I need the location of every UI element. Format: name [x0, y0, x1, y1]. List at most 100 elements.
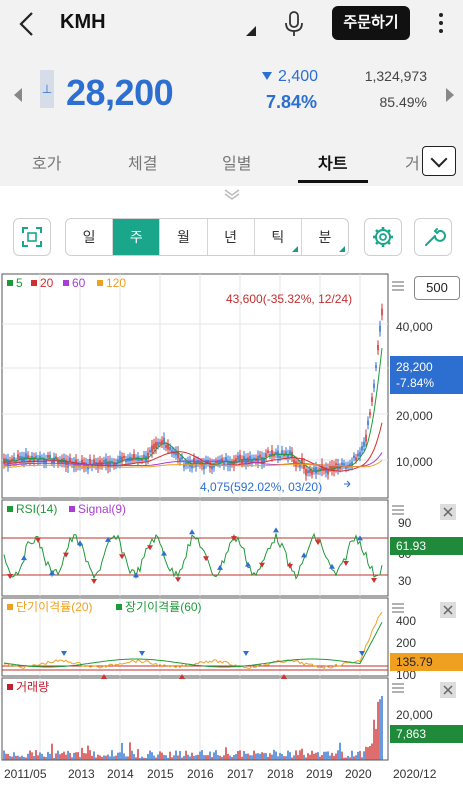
candle — [349, 463, 351, 467]
rsi-sell-marker — [329, 563, 335, 569]
next-stock-arrow-icon[interactable] — [446, 88, 454, 102]
volume-bar — [185, 750, 187, 760]
rsi-sell-marker — [49, 569, 55, 575]
volume-bar — [153, 755, 155, 760]
candle — [181, 456, 183, 460]
volume-bar — [145, 757, 147, 760]
candle — [307, 470, 309, 474]
chevron-down-icon[interactable] — [422, 146, 456, 176]
candle — [79, 464, 81, 468]
trade-volume: 1,324,973 — [364, 68, 427, 84]
candle — [71, 461, 73, 465]
rsi-buy-marker — [259, 562, 265, 568]
volume-bar — [349, 757, 351, 760]
volume-bar — [307, 753, 309, 760]
tab-trades[interactable]: 체결 — [128, 156, 158, 173]
chart-settings-button[interactable] — [364, 218, 402, 256]
candle — [175, 450, 177, 456]
close-icon — [443, 605, 453, 615]
period-minute[interactable]: 분 — [302, 219, 348, 255]
candle-count-box[interactable]: 500 — [414, 276, 460, 300]
fullscreen-button[interactable] — [13, 218, 51, 256]
volume-bar — [173, 755, 175, 760]
ma20-line — [3, 422, 383, 472]
prev-stock-arrow-icon[interactable] — [14, 88, 22, 102]
candle — [177, 451, 179, 459]
volume-bar — [233, 755, 235, 760]
candle — [191, 463, 193, 469]
volume-bar — [343, 757, 345, 760]
order-button[interactable]: 주문하기 — [332, 6, 410, 40]
candle — [355, 457, 357, 461]
candle — [23, 456, 25, 463]
candle — [229, 461, 231, 467]
candle — [253, 457, 255, 461]
disparity-panel[interactable] — [1, 597, 389, 677]
period-week[interactable]: 주 — [113, 219, 161, 255]
period-year[interactable]: 년 — [208, 219, 255, 255]
period-tick[interactable]: 틱 — [255, 219, 302, 255]
period-month[interactable]: 월 — [160, 219, 208, 255]
volume-bar — [59, 754, 61, 760]
volume-bar — [79, 757, 81, 760]
drawing-tools-button[interactable] — [414, 218, 452, 256]
volume-bar — [259, 753, 261, 760]
candle — [187, 460, 189, 465]
candle — [141, 458, 143, 461]
chevron-left-icon[interactable] — [14, 10, 40, 38]
candle — [293, 459, 295, 464]
volume-bar — [49, 753, 51, 760]
candle — [55, 456, 57, 459]
candle — [43, 457, 45, 464]
candle — [281, 450, 283, 456]
volume-bar — [187, 754, 189, 760]
volume-bar — [267, 756, 269, 760]
volume-bar — [331, 752, 333, 760]
candle — [315, 467, 317, 474]
rsi-buy-marker — [175, 577, 181, 583]
detail-tabs: 호가 체결 일별 차트 거 — [0, 136, 463, 186]
volume-bar — [167, 757, 169, 760]
volume-bar — [161, 752, 163, 760]
candle — [47, 455, 49, 458]
volume-bar — [369, 745, 371, 760]
candle — [329, 464, 331, 469]
candle — [319, 467, 321, 472]
tab-more-partial[interactable]: 거 — [405, 156, 420, 173]
rsi-sell-marker — [245, 561, 251, 567]
collapse-chevron-icon[interactable] — [222, 188, 242, 200]
microphone-icon[interactable] — [282, 10, 306, 38]
volume-bar — [53, 757, 55, 760]
tab-orderbook[interactable]: 호가 — [32, 156, 62, 173]
candle — [155, 441, 157, 449]
volume-panel[interactable] — [1, 677, 389, 761]
volume-bar — [221, 756, 223, 760]
candle — [35, 455, 37, 459]
triangle-dropdown-icon[interactable] — [246, 26, 256, 36]
volume-bar — [143, 757, 145, 760]
volume-bar — [345, 757, 347, 760]
period-day[interactable]: 일 — [66, 219, 114, 255]
volume-bar — [205, 755, 207, 760]
candle — [13, 457, 15, 462]
tab-daily[interactable]: 일별 — [222, 156, 252, 173]
candle — [241, 459, 243, 464]
candle — [369, 412, 371, 415]
more-vertical-icon[interactable] — [436, 10, 446, 38]
volume-bar — [51, 743, 53, 760]
volume-bar — [135, 757, 137, 760]
candle — [331, 464, 333, 471]
quote-summary: ⊥ 28,200 2,400 7.84% 1,324,973 85.49% — [0, 50, 463, 136]
volume-bar — [45, 756, 47, 760]
volume-bar — [159, 751, 161, 760]
volume-bar — [337, 750, 339, 760]
volume-bar — [183, 755, 185, 760]
candle — [167, 443, 169, 450]
stock-chart[interactable]: 5 20 60 120 43,600(-35.32%, 12/24) 4,075… — [0, 272, 463, 786]
candle — [157, 442, 159, 446]
volume-bar — [317, 752, 319, 760]
volume-bar — [247, 753, 249, 760]
chart-canvas[interactable] — [0, 272, 463, 786]
tab-chart[interactable]: 차트 — [318, 156, 348, 173]
rsi-panel[interactable] — [1, 499, 389, 597]
